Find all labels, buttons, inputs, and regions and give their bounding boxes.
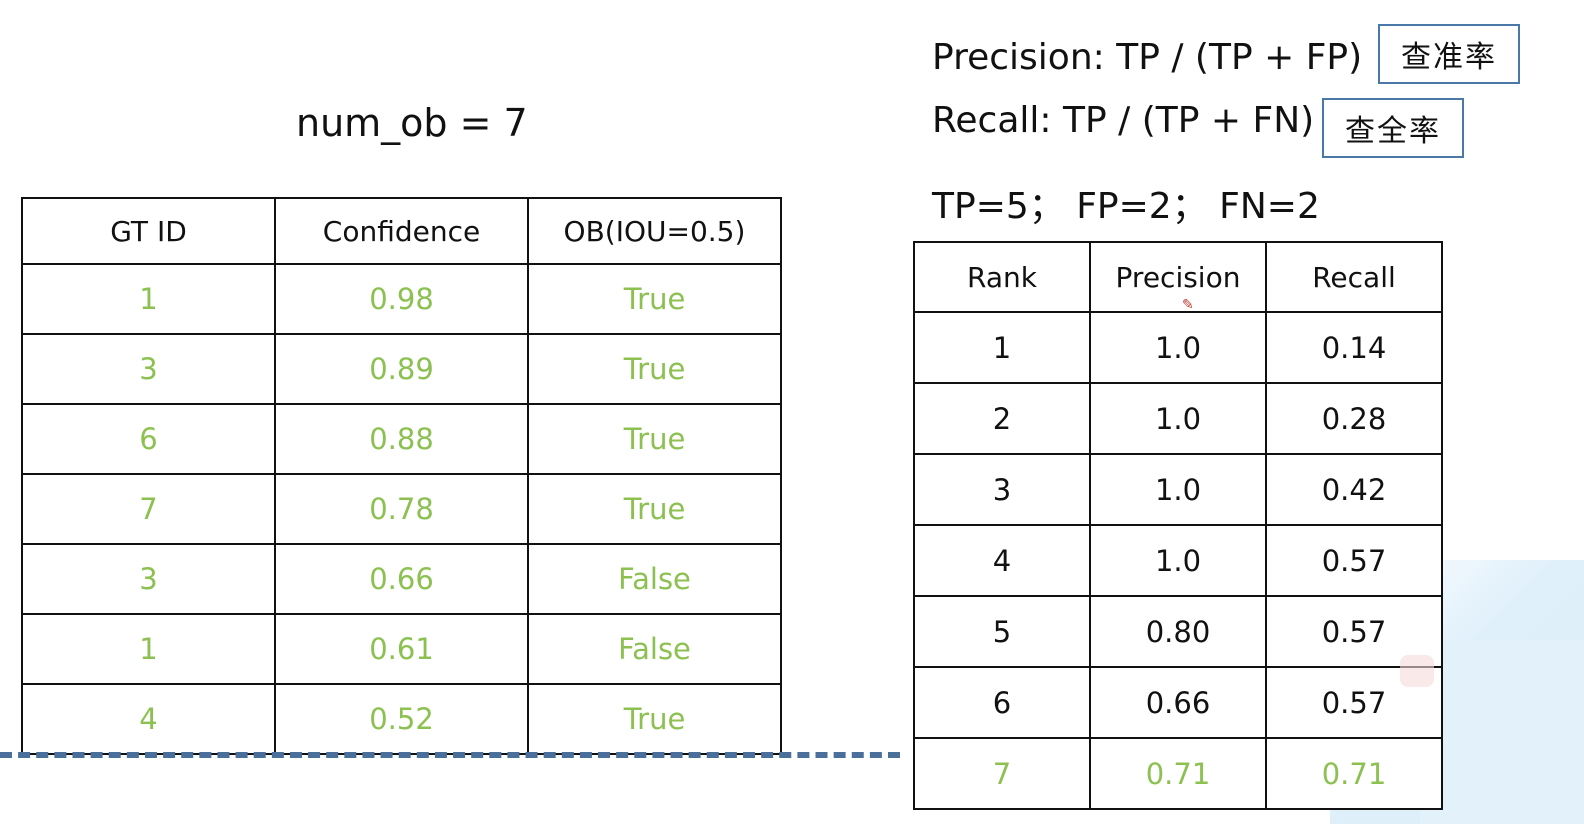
rank-header-recall: Recall <box>1265 241 1443 313</box>
rank-header-rank: Rank <box>913 241 1091 313</box>
rank-cell: 1.0 <box>1089 382 1267 455</box>
gt-header-ob: OB(IOU=0.5) <box>527 197 782 265</box>
gt-table-header-row: GT ID Confidence OB(IOU=0.5) <box>21 197 782 265</box>
gt-row: 4 0.52 True <box>21 683 782 755</box>
rank-cell: 6 <box>913 666 1091 739</box>
gt-cell: False <box>527 613 782 685</box>
pen-cursor-icon: ✎ <box>1182 297 1194 313</box>
gt-cell: True <box>527 473 782 545</box>
gt-cell: 3 <box>21 543 276 615</box>
gt-row: 1 0.61 False <box>21 613 782 685</box>
rank-cell: 1 <box>913 311 1091 384</box>
rank-cell: 0.71 <box>1089 737 1267 810</box>
gt-cell: 4 <box>21 683 276 755</box>
gt-table: GT ID Confidence OB(IOU=0.5) 1 0.98 True 3 0… <box>21 197 782 755</box>
precision-cn-label: 查准率 <box>1378 24 1520 84</box>
gt-cell: 7 <box>21 473 276 545</box>
gt-cell: 0.98 <box>274 263 529 335</box>
gt-cell: True <box>527 403 782 475</box>
rank-cell: 0.57 <box>1265 524 1443 597</box>
rank-cell: 0.80 <box>1089 595 1267 668</box>
num-ob-label: num_ob = 7 <box>296 101 528 145</box>
precision-formula: Precision: TP / (TP + FP) <box>932 37 1363 78</box>
tp-fp-fn-counts: TP=5； FP=2； FN=2 <box>932 186 1320 227</box>
rank-cell: 7 <box>913 737 1091 810</box>
gt-cell: 3 <box>21 333 276 405</box>
gt-header-id: GT ID <box>21 197 276 265</box>
gt-cell: 0.78 <box>274 473 529 545</box>
gt-cell: 0.66 <box>274 543 529 615</box>
rank-row: 4 1.0 0.57 <box>913 524 1443 597</box>
rank-cell: 0.71 <box>1265 737 1443 810</box>
float-action-icon[interactable] <box>1400 655 1434 687</box>
rank-cell: 0.66 <box>1089 666 1267 739</box>
gt-cell: True <box>527 333 782 405</box>
gt-table-body: 1 0.98 True 3 0.89 True 6 0.88 True 7 0.78 True 3 0.6… <box>21 263 782 755</box>
gt-cell: 0.89 <box>274 333 529 405</box>
rank-cell: 1.0 <box>1089 453 1267 526</box>
gt-cell: True <box>527 263 782 335</box>
gt-cell: True <box>527 683 782 755</box>
rank-table-header-row: Rank Precision Recall <box>913 241 1443 313</box>
recall-formula: Recall: TP / (TP + FN) <box>932 100 1315 141</box>
rank-cell: 2 <box>913 382 1091 455</box>
rank-cell: 5 <box>913 595 1091 668</box>
rank-cell: 0.14 <box>1265 311 1443 384</box>
rank-cell: 1.0 <box>1089 311 1267 384</box>
gt-row: 7 0.78 True <box>21 473 782 545</box>
rank-row: 6 0.66 0.57 <box>913 666 1443 739</box>
background-shape-inner <box>1420 640 1584 824</box>
rank-row: 5 0.80 0.57 <box>913 595 1443 668</box>
gt-row: 1 0.98 True <box>21 263 782 335</box>
gt-cell: 0.61 <box>274 613 529 685</box>
rank-cell: 3 <box>913 453 1091 526</box>
rank-row: 7 0.71 0.71 <box>913 737 1443 810</box>
gt-cell: 1 <box>21 263 276 335</box>
rank-cell: 1.0 <box>1089 524 1267 597</box>
rank-cell: 4 <box>913 524 1091 597</box>
rank-cell: 0.57 <box>1265 595 1443 668</box>
rank-table: Rank Precision Recall 1 1.0 0.14 2 1.0 0.28 3 1… <box>913 241 1443 810</box>
rank-cell: 0.42 <box>1265 453 1443 526</box>
gt-cell: False <box>527 543 782 615</box>
rank-cell: 0.28 <box>1265 382 1443 455</box>
gt-cell: 0.88 <box>274 403 529 475</box>
gt-row: 3 0.66 False <box>21 543 782 615</box>
gt-cell: 1 <box>21 613 276 685</box>
recall-cn-label: 查全率 <box>1322 98 1464 158</box>
gt-header-confidence: Confidence <box>274 197 529 265</box>
gt-cell: 6 <box>21 403 276 475</box>
rank-row: 1 1.0 0.14 <box>913 311 1443 384</box>
gt-row: 6 0.88 True <box>21 403 782 475</box>
rank-row: 2 1.0 0.28 <box>913 382 1443 455</box>
rank-header-precision: Precision <box>1089 241 1267 313</box>
gt-cell: 0.52 <box>274 683 529 755</box>
dashed-divider <box>0 752 900 758</box>
rank-table-body: 1 1.0 0.14 2 1.0 0.28 3 1.0 0.42 4 1.0 0.57 5 0.80 0.5… <box>913 311 1443 810</box>
gt-row: 3 0.89 True <box>21 333 782 405</box>
rank-row: 3 1.0 0.42 <box>913 453 1443 526</box>
